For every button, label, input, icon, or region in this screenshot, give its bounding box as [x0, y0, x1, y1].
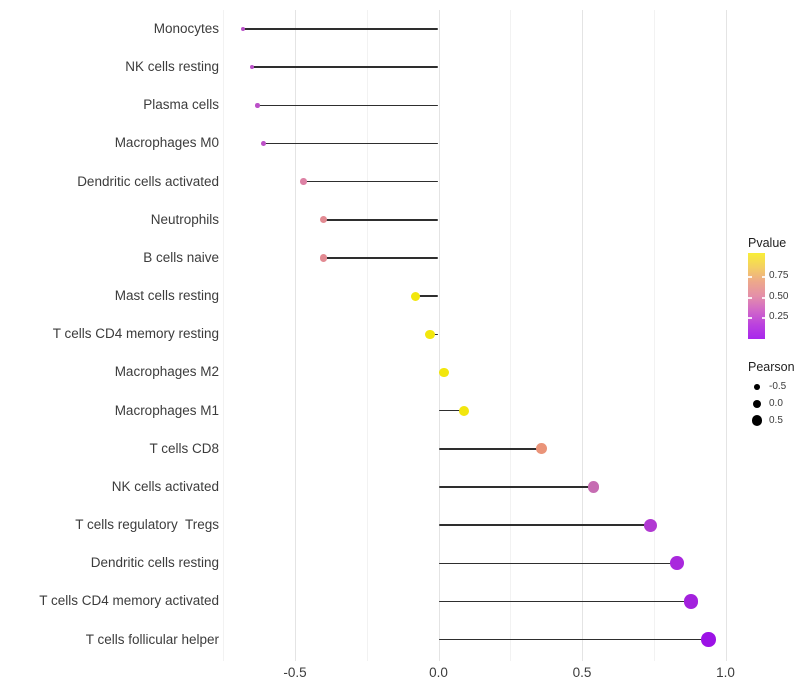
y-axis-label: T cells CD8 [149, 440, 219, 456]
lollipop-dot [320, 216, 328, 224]
y-axis-label: T cells CD4 memory resting [52, 326, 219, 342]
y-axis-label: T cells CD4 memory activated [39, 593, 219, 609]
pearson-size-dot [752, 399, 762, 409]
lollipop-stem [438, 600, 692, 603]
gridline-major [438, 10, 440, 661]
pearson-size-dot [754, 384, 760, 390]
x-axis-tick-label: 1.0 [716, 665, 735, 680]
colorbar-tick [761, 296, 765, 299]
lollipop-dot [320, 254, 328, 262]
lollipop-stem [251, 66, 439, 68]
gridline-minor [510, 10, 512, 661]
legend-title-pvalue: Pvalue [748, 236, 787, 250]
gridline-major [295, 10, 296, 661]
lollipop-dot [249, 64, 255, 70]
lollipop-dot [536, 443, 548, 455]
x-axis-tick-label: -0.5 [283, 665, 307, 680]
colorbar-tick [748, 276, 752, 278]
y-axis-label: T cells follicular helper [85, 631, 219, 647]
x-axis-tick-label: 0.5 [572, 665, 592, 680]
lollipop-stem [323, 219, 439, 221]
lollipop-stem [438, 448, 542, 450]
y-axis-label: NK cells activated [111, 478, 219, 494]
colorbar-tick-label: 0.75 [769, 270, 789, 281]
y-axis-label: NK cells resting [125, 59, 219, 75]
lollipop-dot [644, 518, 658, 532]
lollipop-dot [587, 481, 600, 493]
lollipop-stem [438, 562, 677, 565]
y-axis-label: Neutrophils [150, 211, 219, 227]
lollipop-stem [438, 524, 651, 526]
lollipop-dot [261, 141, 266, 146]
colorbar-tick [761, 317, 765, 319]
gridline-major [725, 10, 727, 661]
lollipop-stem [438, 486, 594, 488]
lollipop-dot [241, 26, 246, 31]
y-axis-label: Macrophages M2 [114, 364, 219, 380]
colorbar-tick-label: 0.25 [769, 311, 789, 322]
y-axis-label: B cells naive [143, 249, 219, 265]
lollipop-dot [684, 594, 699, 609]
y-axis-label: Monocytes [153, 21, 219, 36]
y-axis-label: Dendritic cells resting [90, 555, 219, 571]
y-axis-label: Plasma cells [143, 97, 219, 113]
gridline-minor [223, 10, 225, 661]
lollipop-dot [669, 556, 684, 571]
lollipop-stem [415, 295, 439, 297]
lollipop-dot [439, 367, 450, 378]
gridline-major [582, 10, 583, 661]
pearson-size-dot [751, 415, 763, 426]
lollipop-stem [243, 28, 439, 30]
lollipop-stem [257, 104, 439, 107]
lollipop-dot [300, 178, 307, 185]
gridline-minor [366, 10, 368, 661]
lollipop-stem [323, 257, 439, 259]
lollipop-stem [438, 638, 709, 641]
legend-title-pearson: Pearson [748, 360, 795, 374]
y-axis-label: Mast cells resting [114, 288, 219, 304]
y-axis-label: Macrophages M0 [114, 135, 219, 151]
colorbar-tick [748, 296, 752, 299]
pearson-size-label: 0.5 [769, 414, 783, 426]
colorbar-tick [761, 276, 765, 278]
lollipop-stem [438, 409, 465, 412]
plot-panel [215, 10, 736, 661]
pvalue-colorbar [748, 253, 765, 339]
lollipop-dot [255, 103, 260, 108]
x-axis-tick-label: 0.0 [429, 665, 448, 680]
colorbar-tick-label: 0.50 [769, 290, 789, 302]
pearson-size-label: -0.5 [769, 381, 787, 392]
pearson-size-label: 0.0 [769, 398, 783, 409]
y-axis-label: Dendritic cells activated [77, 173, 219, 189]
colorbar-tick [748, 317, 752, 319]
lollipop-stem [303, 180, 439, 183]
lollipop-dot [425, 329, 435, 340]
y-axis-label: Macrophages M1 [114, 402, 219, 418]
lollipop-dot [459, 405, 470, 416]
lollipop-dot [701, 632, 716, 647]
y-axis-label: T cells regulatory Tregs [75, 517, 219, 533]
lollipop-dot [410, 291, 421, 301]
lollipop-stem [263, 142, 439, 145]
gridline-minor [653, 10, 655, 661]
